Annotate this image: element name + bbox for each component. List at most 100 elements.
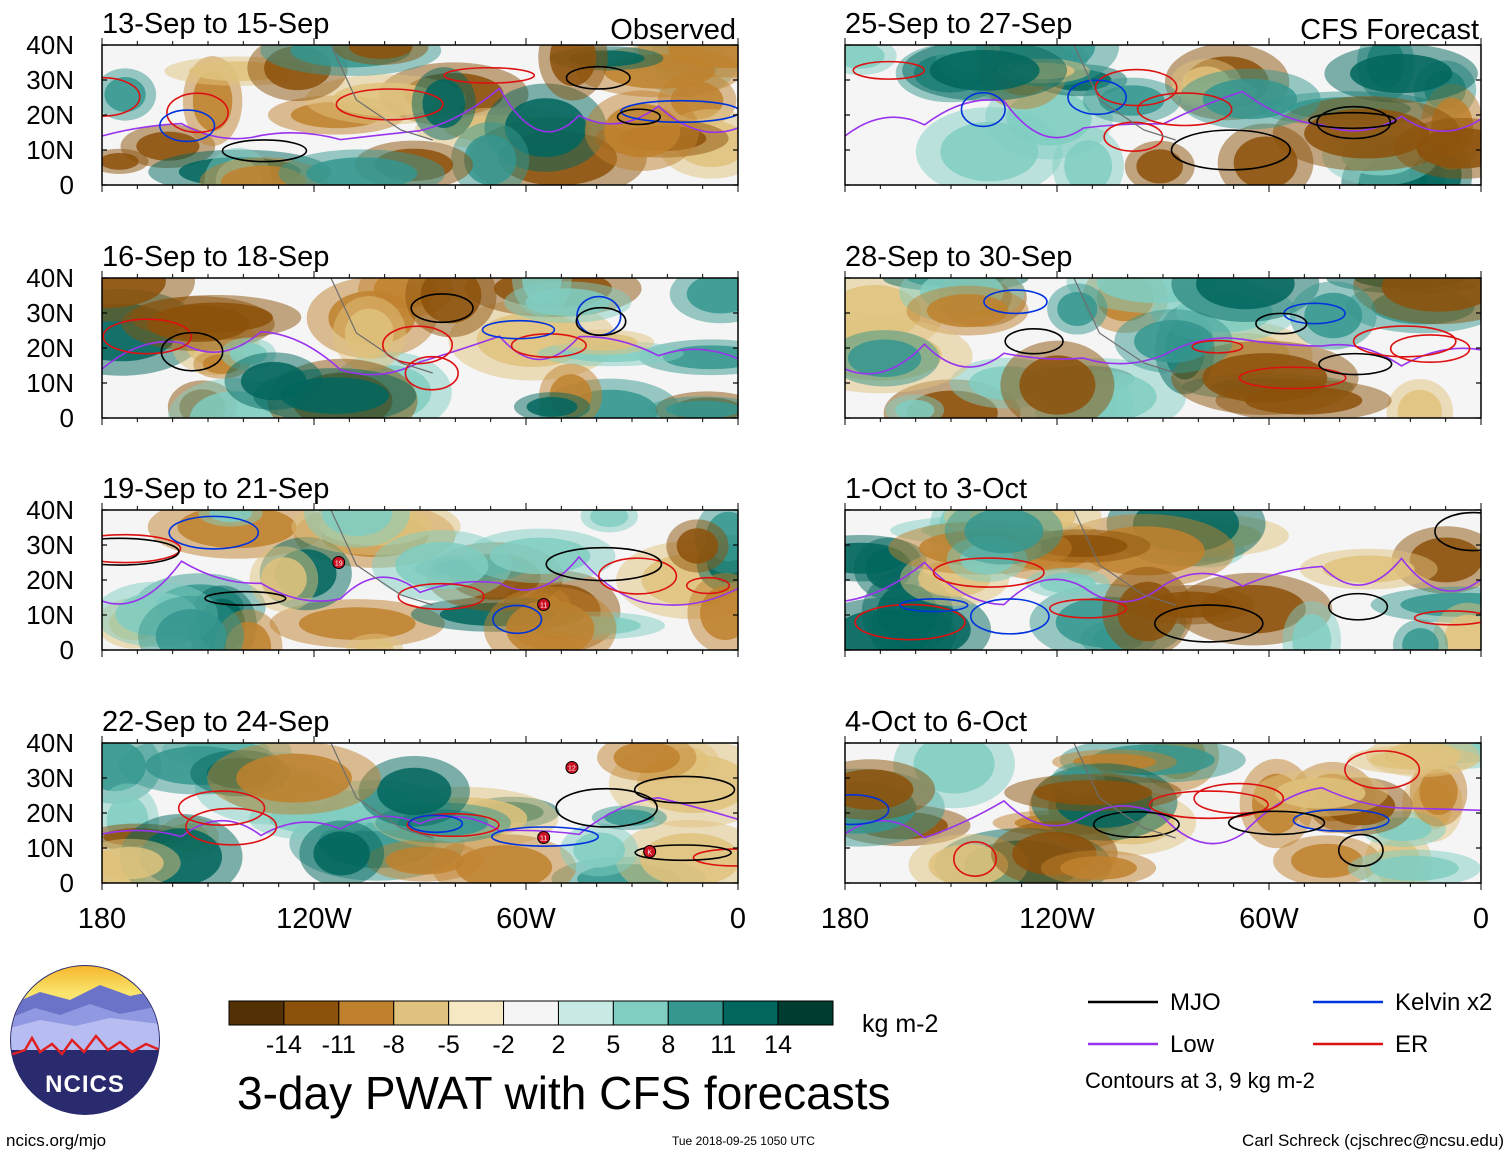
pwat-field: [845, 510, 1481, 650]
anomaly-blob-core: [895, 399, 935, 418]
kelvin-contour: [481, 319, 556, 340]
low-contour: [845, 787, 1481, 845]
anomaly-blob-core: [521, 278, 562, 304]
anomaly-blob-core: [1292, 614, 1332, 650]
storm-symbol: [332, 556, 346, 569]
kelvin-contour: [492, 604, 543, 635]
panel-title: 4-Oct to 6-Oct: [845, 706, 1027, 738]
er-contour: [1148, 790, 1269, 820]
mjo-contour: [565, 65, 631, 90]
y-tick-label: 40N: [26, 495, 74, 525]
y-tick-label: 0: [60, 635, 74, 665]
anomaly-blob-core: [549, 45, 597, 87]
anomaly-blob-core: [355, 638, 394, 650]
logo-red-line: [11, 1034, 159, 1057]
anomaly-blob-core: [1384, 743, 1461, 770]
mjo-contour: [102, 537, 180, 566]
x-tick-label: 120W: [276, 903, 352, 935]
mjo-contour: [634, 844, 732, 862]
legend-label: Kelvin x2: [1395, 989, 1492, 1016]
anomaly-blob-core: [1039, 572, 1096, 594]
colorbar-label: -14: [266, 1031, 302, 1059]
storm-id: K: [647, 850, 652, 857]
anomaly-blob-core: [964, 510, 1044, 554]
anomaly-blob-core: [420, 278, 482, 324]
mjo-contour: [221, 139, 308, 163]
y-tick-label: 0: [60, 170, 74, 200]
anomaly-blob-core: [1019, 355, 1096, 415]
y-tick-label: 30N: [26, 298, 74, 328]
panels-group: 0 10N 20N 30N 40N 13-Sep to 15-Sep Observed 0 10…: [26, 8, 1489, 935]
y-tick-label: 0: [60, 868, 74, 898]
kelvin-contour: [960, 91, 1006, 128]
er-contour: [404, 355, 459, 391]
anomaly-blob-core: [1117, 581, 1178, 642]
anomaly-blob-core: [1291, 843, 1364, 878]
y-tick-label: 40N: [26, 728, 74, 758]
legend-item: Kelvin x2: [1313, 989, 1492, 1016]
er-contour: [102, 76, 141, 117]
anomaly-blob-core: [1202, 78, 1298, 120]
kelvin-contour: [490, 826, 600, 847]
er-contour: [854, 603, 966, 641]
er-contour: [692, 848, 738, 867]
colorbar-swatch: [612, 1000, 669, 1026]
map-panel: 0 10N 20N 30N 40N 13-Sep to 15-Sep Observed: [26, 8, 739, 200]
anomaly-blob-core: [847, 339, 922, 378]
mjo-contour: [545, 546, 663, 582]
storm-marker: 19: [332, 556, 346, 569]
er-contour: [1389, 334, 1471, 364]
anomaly-blob-core: [613, 743, 680, 774]
anomaly-blob-core: [1136, 149, 1184, 184]
y-tick-label: 10N: [26, 833, 74, 863]
anomaly-blob-core: [158, 302, 273, 333]
mjo-contour: [1004, 328, 1064, 355]
legend-item: MJO: [1088, 989, 1221, 1016]
anomaly-blob-core: [506, 600, 595, 650]
coastline: [330, 45, 433, 141]
pwat-field: [102, 278, 738, 418]
coastline: [330, 743, 433, 839]
colorbar-swatch: [448, 1000, 505, 1026]
colorbar-label: -2: [492, 1031, 514, 1059]
anomaly-blob-core: [845, 769, 914, 810]
x-tick-label: 0: [1473, 903, 1489, 935]
anomaly-blob-core: [349, 45, 413, 59]
x-tick-label: 120W: [1019, 903, 1095, 935]
er-contour: [166, 92, 229, 134]
er-contour: [443, 66, 536, 84]
storm-id: 19: [335, 561, 343, 568]
kelvin-contour: [1292, 808, 1390, 832]
legend-item: ER: [1313, 1031, 1428, 1058]
coastline: [1073, 743, 1176, 839]
anomaly-blob-core: [603, 103, 681, 158]
colorbar-swatch: [777, 1000, 834, 1026]
panel-title: 19-Sep to 21-Sep: [102, 473, 329, 505]
kelvin-contour: [168, 515, 260, 550]
mjo-contour: [1316, 105, 1392, 140]
anomaly-blob-core: [676, 528, 719, 564]
x-tick-label: 60W: [496, 903, 556, 935]
colorbar-swatch: [667, 1000, 724, 1026]
anomaly-blob-core: [136, 131, 200, 161]
column-heading: CFS Forecast: [1300, 14, 1479, 46]
er-contour: [1136, 92, 1233, 127]
y-tick-label: 20N: [26, 100, 74, 130]
anomaly-blob-core: [1419, 769, 1458, 816]
x-tick-label: 180: [821, 903, 869, 935]
coastline: [1073, 278, 1176, 374]
er-contour: [102, 318, 192, 355]
low-contour: [102, 555, 738, 606]
storm-symbol: [643, 845, 657, 858]
anomaly-blob-core: [1349, 53, 1453, 94]
y-tick-label: 20N: [26, 333, 74, 363]
anomaly-blob-core: [377, 767, 452, 815]
er-contour: [335, 88, 444, 121]
panel-title: 25-Sep to 27-Sep: [845, 8, 1072, 40]
colorbar-label: -5: [438, 1031, 460, 1059]
er-contour: [597, 557, 678, 595]
er-contour: [852, 60, 926, 80]
anomaly-blob-core: [102, 278, 166, 309]
anomaly-blob-core: [928, 844, 1009, 883]
colorbar-swatch: [338, 1000, 395, 1026]
